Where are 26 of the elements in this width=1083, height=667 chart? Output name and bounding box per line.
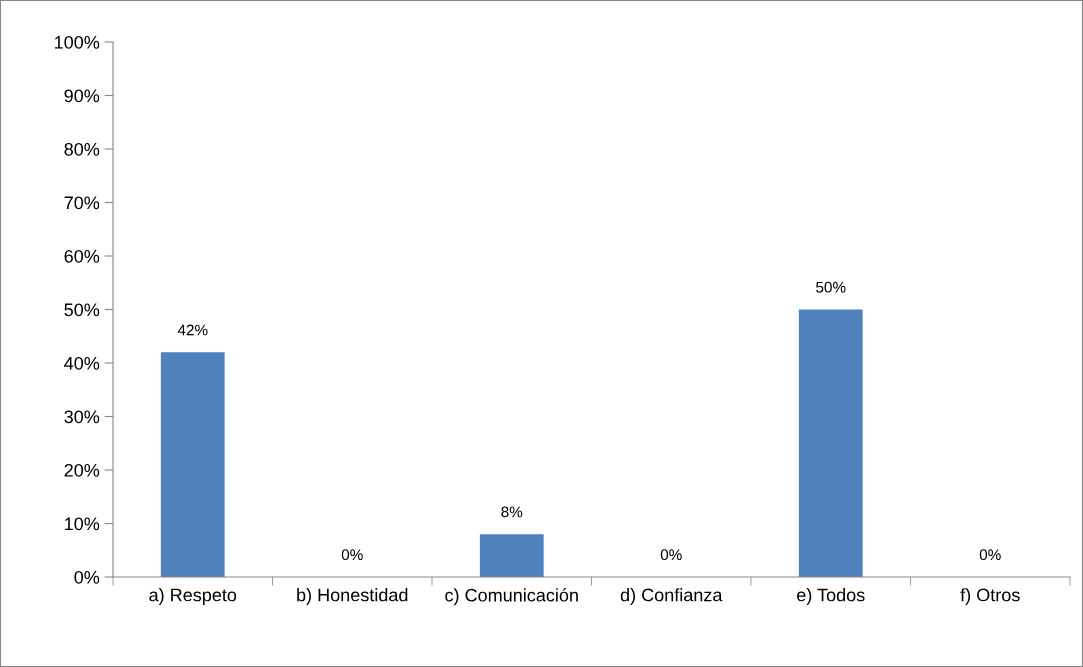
y-tick-label: 20% xyxy=(64,463,100,477)
data-label: 50% xyxy=(816,281,846,293)
y-tick-label: 60% xyxy=(64,249,100,263)
y-tick-label: 40% xyxy=(64,356,100,370)
data-label: 0% xyxy=(341,549,363,561)
data-label: 42% xyxy=(177,324,208,336)
bar xyxy=(798,309,863,577)
y-tick-label: 0% xyxy=(74,570,100,584)
y-tick-label: 70% xyxy=(64,196,100,210)
y-tick-label: 80% xyxy=(64,142,100,156)
x-tick-label: a) Respeto xyxy=(149,588,237,605)
x-tick-label: c) Comunicación xyxy=(445,588,578,606)
x-tick-label: b) Honestidad xyxy=(297,588,408,605)
data-label: 0% xyxy=(660,549,682,561)
y-tick-label: 100% xyxy=(55,35,100,49)
bar xyxy=(160,352,225,577)
data-label: 8% xyxy=(501,506,523,518)
y-tick-label: 90% xyxy=(64,89,100,103)
y-tick-label: 50% xyxy=(64,303,100,317)
y-tick-label: 30% xyxy=(64,410,100,424)
bar xyxy=(479,534,544,577)
x-tick-label: e) Todos xyxy=(797,588,865,605)
data-label: 0% xyxy=(979,549,1001,561)
x-tick-label: f) Otros xyxy=(960,588,1020,605)
x-tick-label: d) Confianza xyxy=(620,588,723,605)
y-tick-label: 10% xyxy=(65,517,100,531)
